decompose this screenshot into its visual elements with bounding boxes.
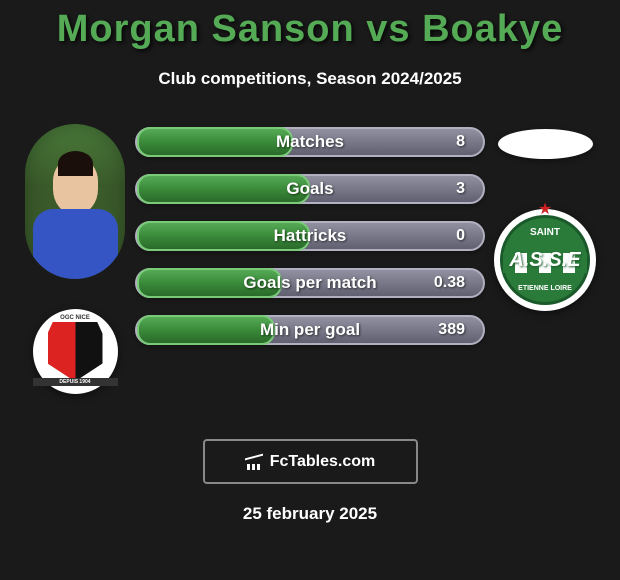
stat-label: Goals per match (243, 273, 376, 293)
player-left-column: OGC NICE DEPUIS 1904 (15, 124, 135, 394)
stat-label: Matches (276, 132, 344, 152)
stat-value: 3 (456, 180, 465, 198)
stat-value: 0 (456, 227, 465, 245)
stat-fill (137, 127, 293, 157)
stats-column: Matches 8 Goals 3 Hattricks 0 Goals per match 0… (135, 124, 485, 345)
player-jersey (33, 209, 118, 279)
player-left-photo (25, 124, 125, 279)
asse-circle-icon: SAINT A.S.S.E ETIENNE LOIRE (500, 215, 590, 305)
stat-bar: Matches 8 (135, 127, 485, 157)
asse-text-top: SAINT (530, 228, 560, 238)
footer-brand-box: FcTables.com (203, 439, 418, 484)
player-face (53, 159, 98, 214)
stat-fill (137, 174, 310, 204)
player-right-column: ★ SAINT A.S.S.E ETIENNE LOIRE (485, 124, 605, 311)
footer-brand: FcTables.com (270, 453, 376, 471)
page-subtitle: Club competitions, Season 2024/2025 (10, 69, 610, 89)
stat-bar: Goals 3 (135, 174, 485, 204)
content-row: OGC NICE DEPUIS 1904 Matches 8 Goals 3 Hattr… (10, 124, 610, 394)
nice-logo-text: OGC NICE (33, 315, 118, 321)
stat-bar: Min per goal 389 (135, 315, 485, 345)
player-right-placeholder (498, 129, 593, 159)
stat-label: Min per goal (260, 320, 360, 340)
stat-bar: Goals per match 0.38 (135, 268, 485, 298)
stat-value: 0.38 (434, 274, 465, 292)
stat-value: 389 (438, 321, 465, 339)
club-logo-nice: OGC NICE DEPUIS 1904 (33, 309, 118, 394)
club-logo-asse: ★ SAINT A.S.S.E ETIENNE LOIRE (494, 209, 596, 311)
player-hair (58, 151, 93, 176)
stat-value: 8 (456, 133, 465, 151)
stat-fill (137, 315, 275, 345)
stat-bar: Hattricks 0 (135, 221, 485, 251)
date-text: 25 february 2025 (10, 504, 610, 524)
page-title: Morgan Sanson vs Boakye (10, 0, 610, 51)
asse-text-bottom: ETIENNE LOIRE (518, 285, 572, 292)
comparison-card: Morgan Sanson vs Boakye Club competition… (0, 0, 620, 524)
asse-abbr: A.S.S.E (509, 249, 580, 272)
nice-shield-icon (48, 322, 103, 382)
nice-banner-text: DEPUIS 1904 (33, 378, 118, 386)
stat-label: Hattricks (274, 226, 347, 246)
chart-icon (245, 454, 265, 470)
stat-label: Goals (286, 179, 333, 199)
